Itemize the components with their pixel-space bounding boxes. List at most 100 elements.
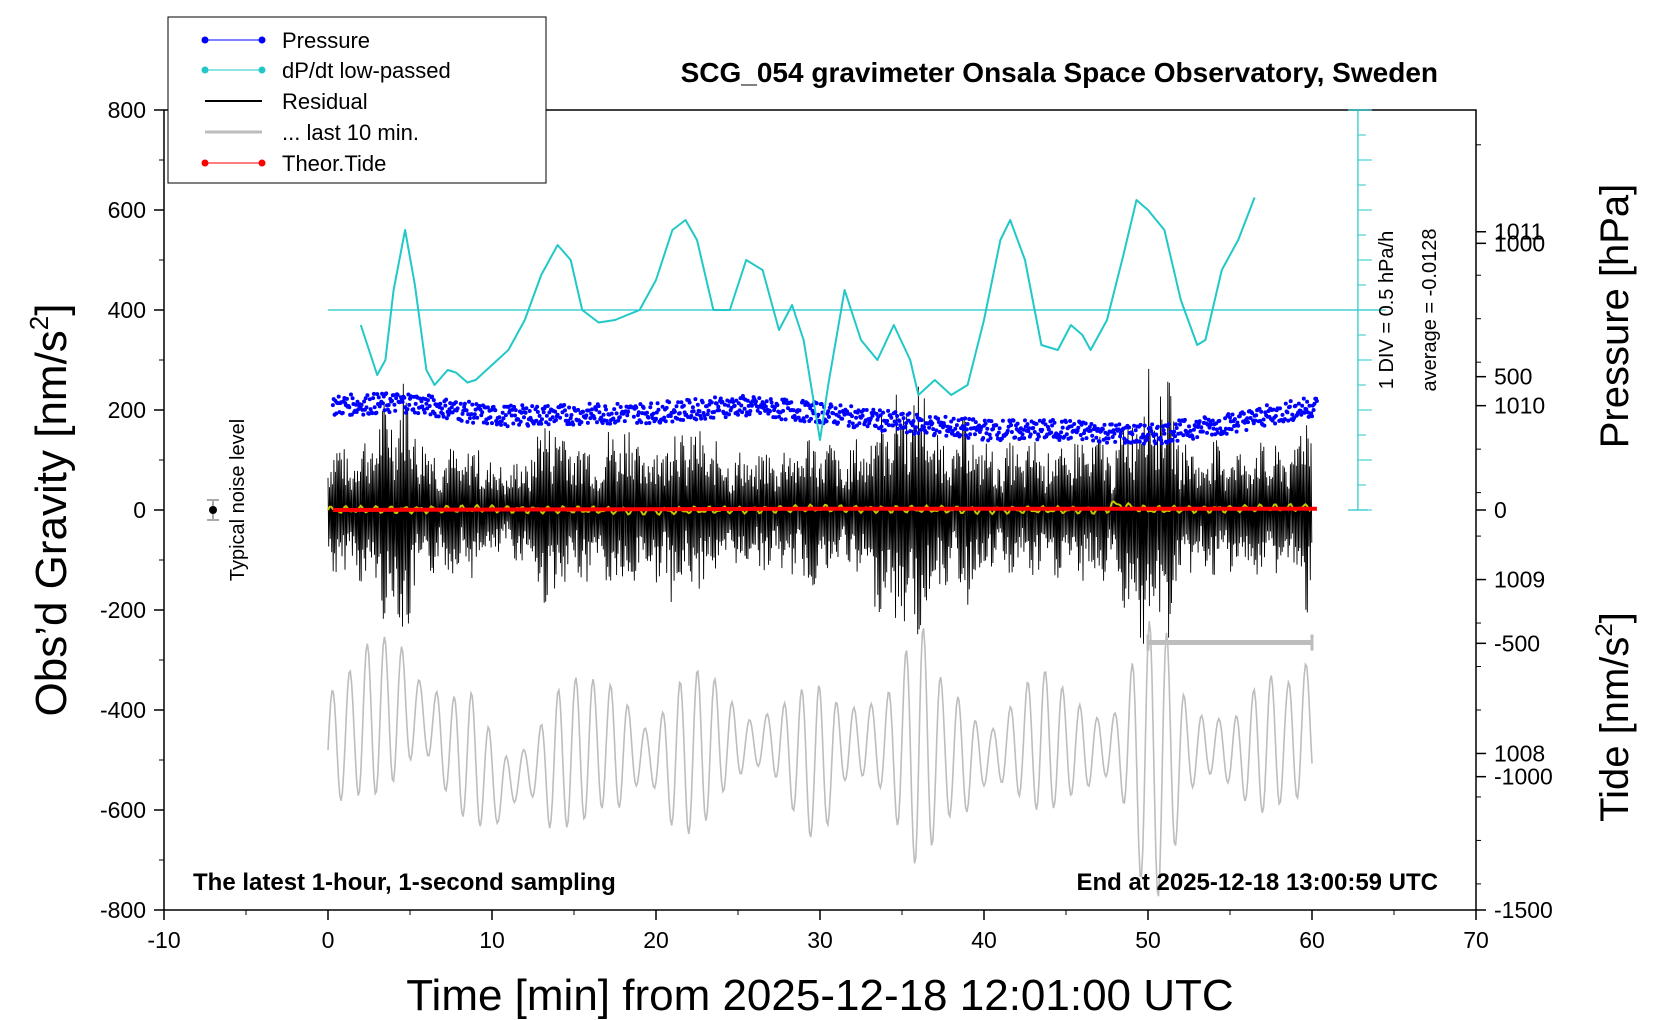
pressure-point xyxy=(816,412,821,417)
pressure-point xyxy=(444,416,449,421)
pressure-point xyxy=(1049,430,1054,435)
pressure-point xyxy=(555,412,560,417)
pressure-point xyxy=(576,407,581,412)
pressure-point xyxy=(1232,417,1237,422)
pressure-point xyxy=(791,408,796,413)
pressure-point xyxy=(412,410,417,415)
pressure-point xyxy=(638,402,643,407)
pressure-point xyxy=(359,402,364,407)
pressure-point xyxy=(726,403,731,408)
pressure-tick-label: 1010 xyxy=(1494,393,1545,419)
pressure-point xyxy=(599,415,604,420)
pressure-point xyxy=(1191,436,1196,441)
pressure-point xyxy=(1000,436,1004,441)
pressure-point xyxy=(997,426,1002,431)
pressure-point xyxy=(723,415,728,420)
pressure-point xyxy=(472,415,476,420)
pressure-point xyxy=(441,414,446,419)
pressure-point xyxy=(739,403,744,408)
pressure-point xyxy=(1064,420,1068,424)
pressure-point xyxy=(1285,410,1290,415)
pressure-point xyxy=(634,405,639,410)
pressure-point xyxy=(804,414,809,419)
pressure-point xyxy=(850,414,854,419)
pressure-point xyxy=(1118,434,1123,439)
x-tick-label: 10 xyxy=(479,927,505,953)
pressure-point xyxy=(720,399,725,404)
pressure-point xyxy=(393,408,398,413)
pressure-point xyxy=(1290,412,1295,417)
sampling-note: The latest 1-hour, 1-second sampling xyxy=(193,869,616,896)
dpdt-scale-label: 1 DIV = 0.5 hPa/h xyxy=(1376,231,1398,389)
pressure-point xyxy=(894,422,899,426)
pressure-point xyxy=(516,417,521,422)
pressure-point xyxy=(1169,429,1173,434)
pressure-point xyxy=(958,433,963,438)
pressure-point xyxy=(913,425,918,430)
pressure-tick-label: 1008 xyxy=(1494,740,1545,766)
pressure-point xyxy=(717,408,722,413)
pressure-point xyxy=(736,412,740,417)
pressure-point xyxy=(861,408,866,412)
end-time-note: End at 2025-12-18 13:00:59 UTC xyxy=(1077,869,1439,896)
pressure-point xyxy=(1076,425,1081,430)
pressure-point xyxy=(1209,422,1214,427)
x-tick-label: 60 xyxy=(1299,927,1325,953)
pressure-point xyxy=(956,418,961,423)
pressure-point xyxy=(336,394,341,399)
pressure-point xyxy=(1258,419,1263,423)
pressure-point xyxy=(932,431,937,436)
pressure-point xyxy=(518,419,523,424)
pressure-point xyxy=(612,407,617,412)
pressure-point xyxy=(831,411,836,416)
pressure-point xyxy=(459,418,464,423)
pressure-point xyxy=(860,413,865,418)
pressure-point xyxy=(1270,418,1275,423)
pressure-point xyxy=(1254,413,1259,418)
pressure-point xyxy=(1058,434,1063,439)
pressure-point xyxy=(714,401,719,406)
pressure-point xyxy=(424,401,429,406)
pressure-point xyxy=(534,418,539,423)
pressure-point xyxy=(367,397,372,402)
pressure-point xyxy=(526,423,531,428)
pressure-point xyxy=(485,421,490,426)
pressure-point xyxy=(1215,430,1220,435)
y-tick-label: 400 xyxy=(108,297,146,323)
pressure-point xyxy=(897,419,902,423)
pressure-point xyxy=(937,430,942,434)
pressure-point xyxy=(749,403,754,408)
pressure-point xyxy=(470,402,475,407)
pressure-point xyxy=(1021,427,1026,432)
pressure-point xyxy=(568,416,573,421)
pressure-point xyxy=(1283,401,1288,406)
pressure-point xyxy=(1113,439,1118,444)
pressure-point xyxy=(699,416,704,421)
pressure-point xyxy=(877,408,882,413)
pressure-point xyxy=(811,411,816,416)
pressure-point xyxy=(1142,423,1147,428)
pressure-point xyxy=(930,421,935,426)
pressure-point xyxy=(527,409,532,413)
dpdt-series xyxy=(328,109,1386,511)
pressure-point xyxy=(670,419,675,424)
pressure-point xyxy=(493,408,498,413)
pressure-point xyxy=(779,417,784,422)
pressure-point xyxy=(731,400,736,404)
pressure-point xyxy=(1000,418,1005,423)
pressure-point xyxy=(879,424,884,429)
pressure-point xyxy=(520,403,525,408)
pressure-point xyxy=(1217,418,1222,423)
pressure-point xyxy=(1199,425,1204,430)
pressure-point xyxy=(882,428,887,433)
pressure-point xyxy=(1175,438,1180,443)
pressure-point xyxy=(1278,406,1282,411)
pressure-point xyxy=(1132,423,1137,428)
pressure-point xyxy=(826,409,831,414)
pressure-point xyxy=(1057,438,1062,442)
pressure-point xyxy=(1200,429,1205,434)
pressure-point xyxy=(1230,412,1235,417)
pressure-point xyxy=(641,405,646,410)
pressure-point xyxy=(806,403,811,408)
pressure-point xyxy=(668,414,673,418)
